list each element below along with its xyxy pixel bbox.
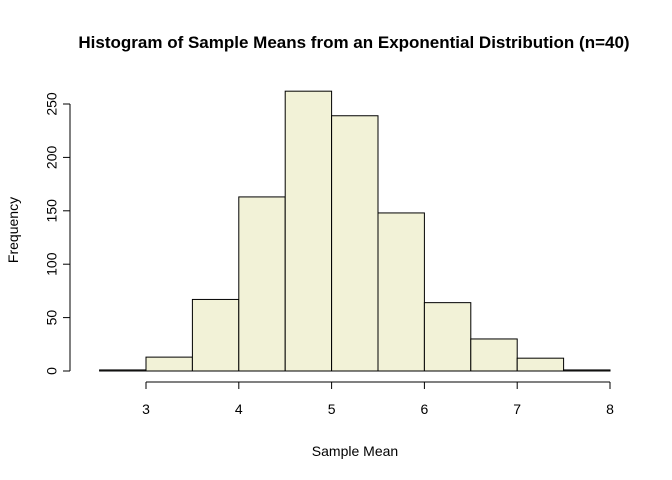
y-axis-label: Frequency <box>5 197 21 263</box>
histogram-bar <box>284 90 333 372</box>
x-tick-label: 6 <box>421 401 429 417</box>
y-tick-label: 50 <box>44 310 60 326</box>
chart-title: Histogram of Sample Means from an Expone… <box>78 33 629 52</box>
x-tick-label: 7 <box>513 401 521 417</box>
y-tick-label: 100 <box>44 252 60 276</box>
histogram-bar <box>191 298 240 372</box>
histogram-bar <box>563 369 611 372</box>
x-tick-label: 8 <box>606 401 614 417</box>
y-tick-label: 200 <box>44 146 60 170</box>
histogram-bar <box>99 369 147 372</box>
y-tick-label: 250 <box>44 92 60 116</box>
histogram-bar <box>423 302 472 372</box>
y-tick-label: 0 <box>44 367 60 375</box>
histogram-bar <box>377 212 425 372</box>
y-tick-label: 150 <box>44 199 60 223</box>
histogram-bar <box>145 356 193 372</box>
x-tick-label: 3 <box>142 401 150 417</box>
x-axis: 3 4 5 6 7 8 <box>142 381 614 417</box>
bars-group <box>99 90 611 372</box>
histogram-bar <box>516 357 565 372</box>
histogram-bar <box>238 196 286 372</box>
x-tick-label: 5 <box>328 401 336 417</box>
histogram-bar <box>470 338 518 372</box>
y-axis: 0 50 100 150 200 250 <box>44 92 71 375</box>
x-axis-label: Sample Mean <box>312 443 398 459</box>
x-tick-label: 4 <box>235 401 243 417</box>
histogram-bar <box>331 115 379 372</box>
